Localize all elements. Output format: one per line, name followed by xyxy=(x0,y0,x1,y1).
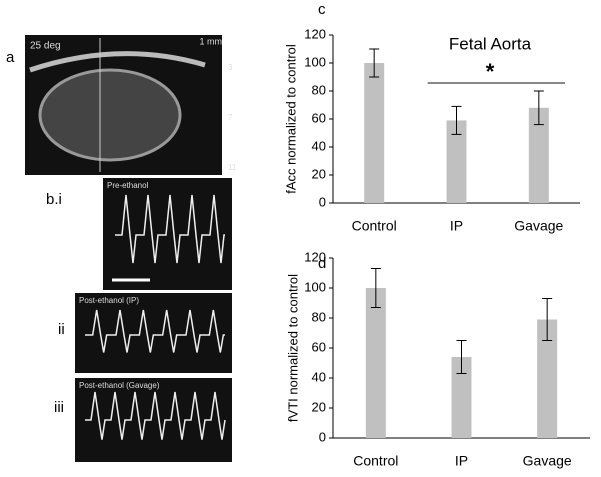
image-text: 7 xyxy=(228,113,233,122)
error-bar xyxy=(456,340,467,374)
image-text: 3 xyxy=(228,63,233,72)
annotation: * xyxy=(486,59,495,84)
y-tick-label: 80 xyxy=(312,82,326,97)
image-text: 11 xyxy=(228,163,237,172)
y-tick-label: 120 xyxy=(304,26,326,41)
error-bar xyxy=(369,48,380,78)
y-tick-label: 100 xyxy=(304,54,326,69)
y-tick-label: 40 xyxy=(312,138,326,153)
panel-label: iii xyxy=(54,399,64,416)
x-tick-label: IP xyxy=(455,453,468,469)
image-text: Pre-ethanol xyxy=(107,181,149,190)
bar xyxy=(364,63,385,203)
error-bar xyxy=(451,105,462,135)
panel-label: d xyxy=(318,255,326,272)
x-tick-label: Gavage xyxy=(523,453,572,469)
y-tick-label: 100 xyxy=(304,279,326,294)
error-bar xyxy=(542,298,553,341)
y-tick-label: 20 xyxy=(312,399,326,414)
bar xyxy=(537,319,558,438)
panel-label: c xyxy=(318,1,326,18)
bar xyxy=(365,288,386,438)
x-tick-label: Gavage xyxy=(514,218,563,234)
image-frame xyxy=(75,293,232,373)
y-axis-label: fAcc normalized to control xyxy=(283,44,298,194)
y-tick-label: 60 xyxy=(312,110,326,125)
image-text: 1 mm xyxy=(200,36,223,46)
x-tick-label: Control xyxy=(352,218,397,234)
error-bar xyxy=(370,268,381,308)
x-tick-label: Control xyxy=(353,453,398,469)
image-text: Post-ethanol (IP) xyxy=(79,296,139,305)
y-tick-label: 0 xyxy=(319,429,326,444)
tissue xyxy=(38,68,182,162)
doppler-ii: Post-ethanol (IP) xyxy=(75,293,232,373)
chart-title: Fetal Aorta xyxy=(449,34,532,53)
bar xyxy=(528,107,549,203)
image-text: 25 deg xyxy=(30,41,61,52)
image-text: Post-ethanol (Gavage) xyxy=(79,381,160,390)
y-tick-label: 120 xyxy=(304,249,326,264)
waveform xyxy=(85,309,225,353)
ultrasound-a: 25 deg 1 mm 3 7 11 xyxy=(25,35,237,175)
waveform xyxy=(115,194,225,264)
bar xyxy=(446,120,467,203)
y-tick-label: 40 xyxy=(312,369,326,384)
bar xyxy=(451,357,472,438)
y-tick-label: 0 xyxy=(319,194,326,209)
y-tick-label: 60 xyxy=(312,339,326,354)
panel-label: ii xyxy=(58,321,65,338)
x-tick-label: IP xyxy=(450,218,463,234)
panel-label: b.i xyxy=(46,191,62,208)
y-tick-label: 20 xyxy=(312,166,326,181)
waveform xyxy=(85,391,226,440)
y-tick-label: 80 xyxy=(312,309,326,324)
y-axis-label: fVTI normalized to control xyxy=(285,274,300,422)
panel-label: a xyxy=(6,49,15,66)
tissue xyxy=(29,51,206,73)
error-bar xyxy=(533,90,544,126)
